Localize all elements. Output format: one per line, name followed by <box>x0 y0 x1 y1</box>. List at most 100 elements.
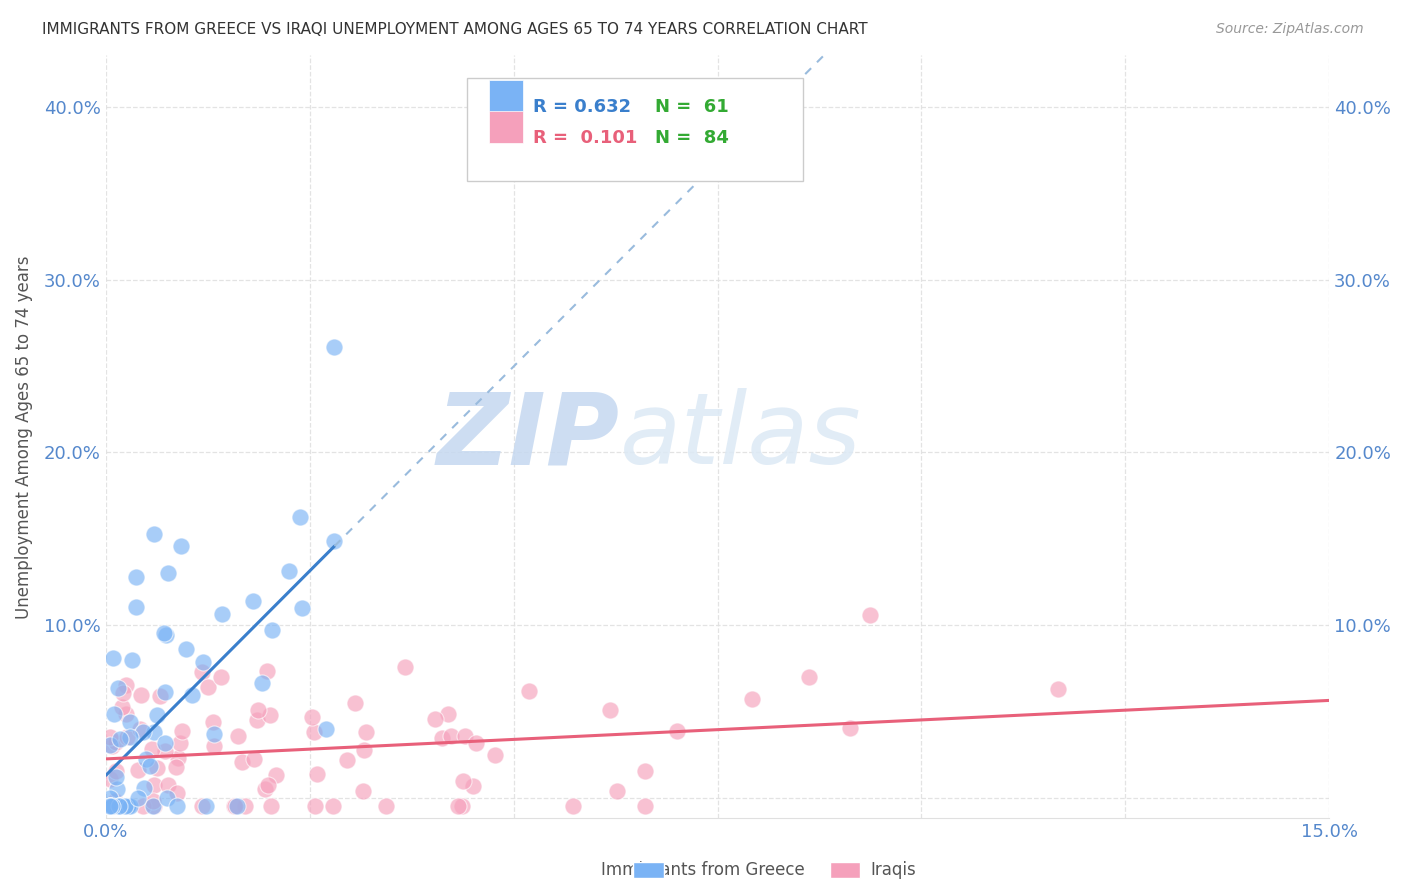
Point <box>259 707 281 722</box>
Point <box>139 758 162 772</box>
Point <box>142 799 165 814</box>
Point <box>143 778 166 792</box>
Point <box>394 660 416 674</box>
Point <box>165 760 187 774</box>
Point <box>98 799 121 814</box>
Point <box>155 628 177 642</box>
Point <box>440 729 463 743</box>
Point <box>153 626 176 640</box>
Point <box>211 670 233 684</box>
Point <box>105 764 128 779</box>
Point <box>115 678 138 692</box>
Point <box>323 534 346 549</box>
Point <box>142 527 165 541</box>
Point <box>166 787 188 801</box>
Point <box>170 539 193 553</box>
Point <box>105 782 128 797</box>
Point <box>1047 682 1070 697</box>
Point <box>336 753 359 767</box>
Point <box>354 725 377 739</box>
FancyBboxPatch shape <box>489 80 523 112</box>
Point <box>859 608 882 623</box>
Point <box>135 752 157 766</box>
Point <box>197 680 219 694</box>
Point <box>132 725 155 739</box>
Point <box>246 713 269 727</box>
Point <box>233 799 256 814</box>
Point <box>301 710 323 724</box>
Point <box>202 739 225 753</box>
Point <box>226 729 249 743</box>
Point <box>606 783 628 797</box>
Point <box>98 730 121 744</box>
Point <box>155 685 177 699</box>
Point <box>98 799 121 814</box>
Point <box>120 731 142 745</box>
Point <box>98 772 121 786</box>
Point <box>108 799 131 814</box>
Point <box>143 799 166 814</box>
Point <box>634 799 657 814</box>
Point <box>118 715 141 730</box>
Point <box>101 651 124 665</box>
Point <box>447 799 470 814</box>
Text: Iraqis: Iraqis <box>870 861 915 879</box>
Point <box>561 799 583 814</box>
Point <box>191 665 214 679</box>
Point <box>450 799 472 814</box>
Text: Source: ZipAtlas.com: Source: ZipAtlas.com <box>1216 22 1364 37</box>
Point <box>98 799 121 814</box>
Point <box>195 799 218 814</box>
Point <box>141 741 163 756</box>
Point <box>741 691 763 706</box>
Point <box>98 799 121 814</box>
Point <box>115 706 138 721</box>
Point <box>224 799 246 814</box>
Point <box>142 794 165 808</box>
Point <box>156 566 179 581</box>
Point <box>259 799 281 814</box>
Point <box>634 764 657 778</box>
Point <box>132 780 155 795</box>
Point <box>98 799 121 814</box>
Text: IMMIGRANTS FROM GREECE VS IRAQI UNEMPLOYMENT AMONG AGES 65 TO 74 YEARS CORRELATI: IMMIGRANTS FROM GREECE VS IRAQI UNEMPLOY… <box>42 22 868 37</box>
Point <box>180 689 202 703</box>
Point <box>315 722 337 736</box>
Point <box>98 738 121 752</box>
Point <box>226 799 249 814</box>
Point <box>343 696 366 710</box>
Point <box>288 509 311 524</box>
Point <box>246 703 269 717</box>
Point <box>193 656 215 670</box>
Point <box>103 794 125 808</box>
Point <box>291 600 314 615</box>
Point <box>838 721 860 735</box>
Point <box>352 784 374 798</box>
Text: N =  61: N = 61 <box>655 98 728 116</box>
Point <box>157 778 180 792</box>
Point <box>167 751 190 765</box>
Point <box>256 665 278 679</box>
Point <box>107 681 129 695</box>
Point <box>101 739 124 754</box>
Point <box>451 773 474 788</box>
Point <box>115 730 138 744</box>
Point <box>149 690 172 704</box>
Point <box>104 770 127 784</box>
Point <box>799 670 821 684</box>
Point <box>146 708 169 723</box>
Point <box>127 791 149 805</box>
Point <box>322 799 344 814</box>
Point <box>110 799 132 814</box>
Point <box>128 723 150 737</box>
Point <box>155 744 177 758</box>
Point <box>108 799 131 814</box>
Point <box>114 799 136 814</box>
Point <box>166 799 188 814</box>
Point <box>104 735 127 749</box>
Point <box>125 600 148 615</box>
Point <box>353 743 375 757</box>
Point <box>519 684 541 698</box>
Point <box>322 340 344 354</box>
Point <box>599 703 621 717</box>
